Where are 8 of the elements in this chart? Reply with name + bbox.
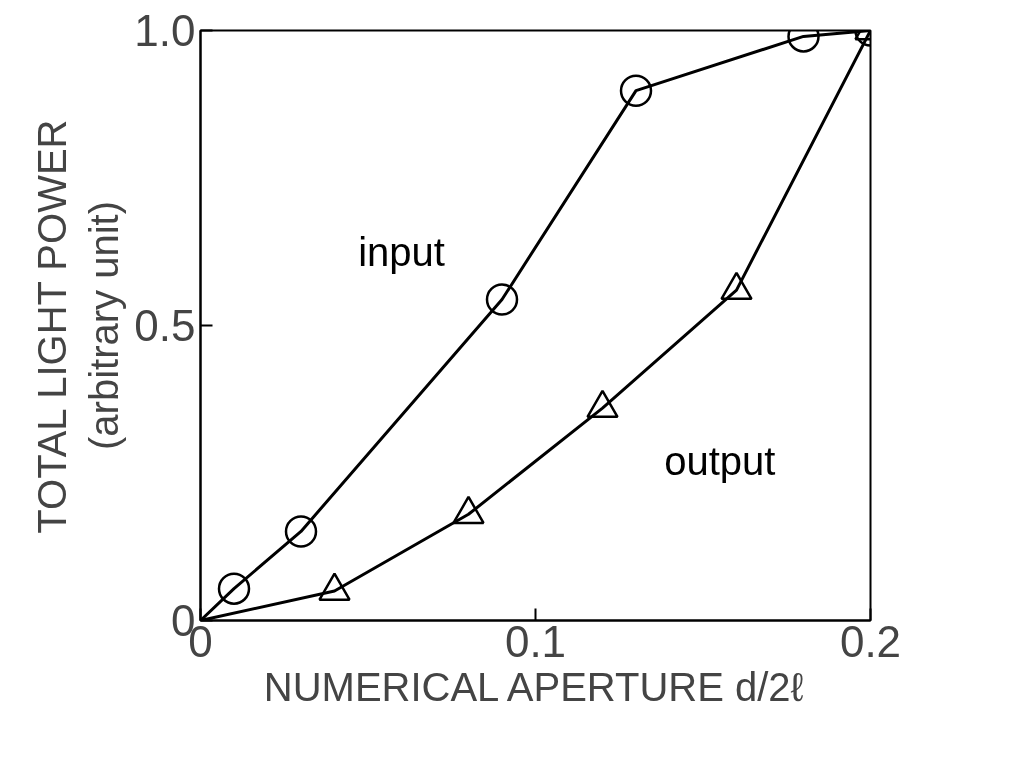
x-tick-label: 0.1 [504, 616, 567, 666]
x-axis-title: NUMERICAL APERTURE d/2ℓ [263, 664, 804, 709]
y-tick-label: 1.0 [134, 6, 196, 55]
y-axis-title: TOTAL LIGHT POWER (arbitrary unit) [29, 119, 127, 534]
series-label: output [664, 439, 776, 484]
y-tick-label: 0.5 [134, 301, 196, 350]
x-tick-label: 0.2 [839, 616, 902, 666]
series-label: input [358, 230, 445, 275]
